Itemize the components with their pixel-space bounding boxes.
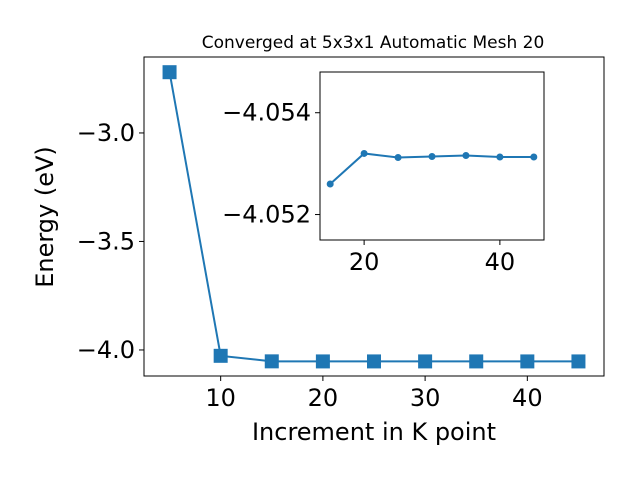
main-series: [162, 65, 586, 369]
main-x-tick-label: 10: [205, 384, 236, 412]
main-x-tick-label: 30: [410, 384, 441, 412]
main-data-point: [418, 354, 433, 369]
inset-data-point: [530, 153, 538, 161]
main-axes-frame: [143, 56, 605, 377]
inset-axes-frame: [319, 71, 545, 241]
inset-x-tick-label: 20: [349, 248, 380, 276]
main-data-point: [469, 354, 484, 369]
inset-series: [326, 149, 538, 188]
main-y-tick-label: −4.0: [77, 336, 135, 364]
main-x-tick-label: 40: [512, 384, 543, 412]
main-y-tick-label: −3.0: [77, 119, 135, 147]
main-data-point: [264, 354, 279, 369]
inset-data-point: [326, 180, 334, 188]
inset-data-point: [428, 153, 436, 161]
inset-data-point: [394, 154, 402, 162]
main-data-point: [367, 354, 381, 369]
inset-y-tick-label: −4.052: [222, 201, 311, 229]
main-x-ticks: 10 20 30 40: [205, 376, 543, 412]
chart-title: Converged at 5x3x1 Automatic Mesh 20: [202, 33, 545, 53]
y-axis-label: Energy (eV): [31, 146, 59, 288]
main-y-ticks: −4.0 −3.5 −3.0: [77, 119, 144, 364]
main-data-point: [520, 354, 535, 369]
inset-y-ticks: −4.054 −4.052: [222, 99, 320, 229]
main-data-point: [315, 354, 330, 369]
inset-x-tick-label: 40: [485, 248, 516, 276]
main-data-point: [162, 65, 177, 80]
main-y-tick-label: −3.5: [77, 227, 135, 255]
inset-plot: 20 40 −4.054−4.052: [222, 71, 545, 276]
inset-x-ticks: 20 40: [349, 240, 515, 276]
main-plot: 10 20 30 40 −4.0 −3.5 −3.0: [77, 56, 605, 412]
inset-data-point: [462, 151, 470, 159]
inset-y-tick-label: −4.054: [222, 99, 311, 127]
x-axis-label: Increment in K point: [252, 418, 496, 446]
inset-data-point: [496, 153, 504, 161]
main-data-point: [213, 348, 228, 363]
inset-data-point: [360, 149, 368, 157]
main-data-point: [571, 354, 586, 369]
main-x-tick-label: 20: [308, 384, 339, 412]
